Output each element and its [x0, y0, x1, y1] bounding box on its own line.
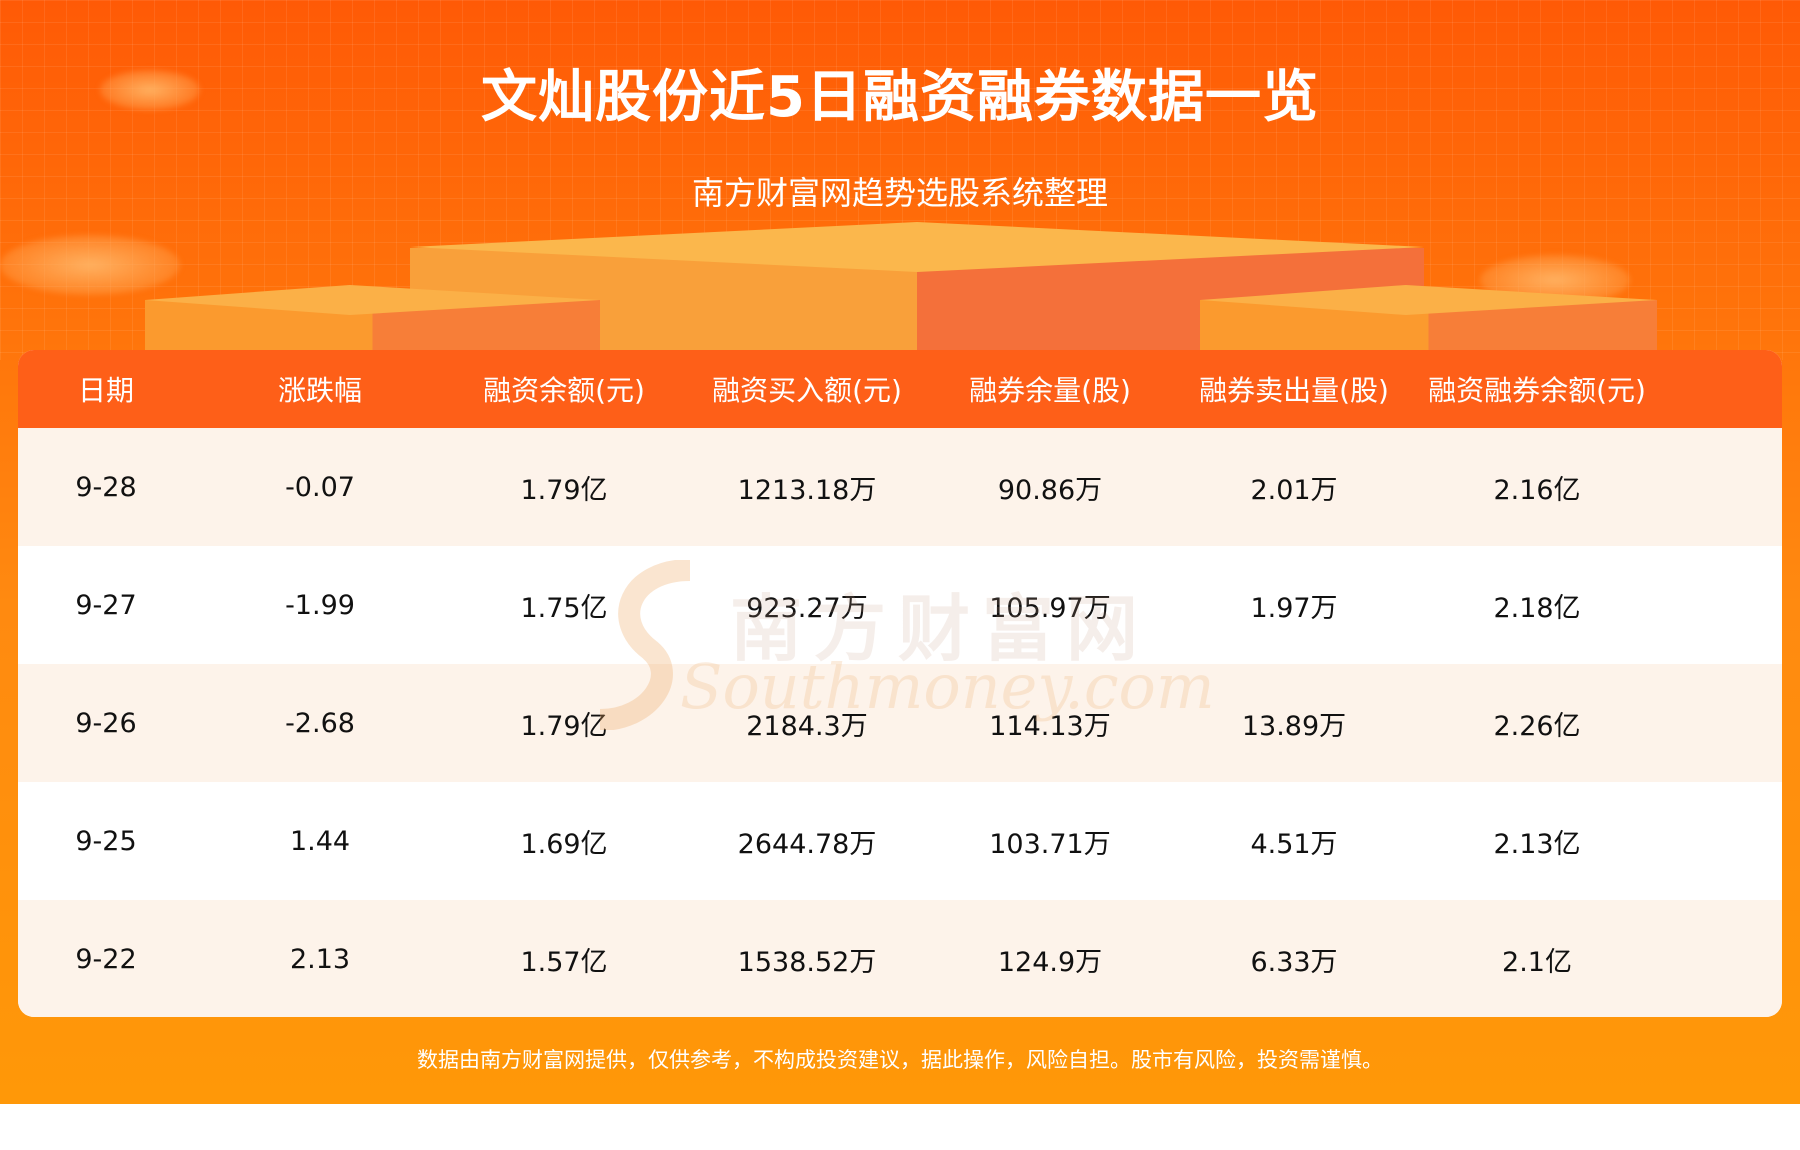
page-subtitle: 南方财富网趋势选股系统整理 — [691, 174, 1108, 212]
table-row: 9-25 1.44 1.69亿 2644.78万 103.71万 4.51万 2.13亿 — [18, 782, 1782, 900]
cell-financing-buy: 1213.18万 — [737, 474, 877, 506]
cell-change: 1.44 — [289, 825, 351, 857]
table-row: 9-28 -0.07 1.79亿 1213.18万 90.86万 2.01万 2.16亿 — [18, 428, 1782, 546]
cell-financing-balance: 1.57亿 — [520, 946, 608, 978]
cell-total-balance: 2.16亿 — [1493, 474, 1581, 506]
cell-financing-balance: 1.79亿 — [520, 710, 608, 742]
page-title: 文灿股份近5日融资融券数据一览 — [481, 65, 1319, 130]
banner: 文灿股份近5日融资融券数据一览 南方财富网趋势选股系统整理 日期 涨跌幅 融资余… — [0, 0, 1800, 1104]
cell-short-sell: 2.01万 — [1250, 474, 1338, 506]
cell-short-balance: 114.13万 — [989, 710, 1111, 742]
coin-decoration — [0, 235, 180, 295]
coin-decoration — [100, 70, 200, 110]
cell-total-balance: 2.1亿 — [1502, 946, 1572, 978]
cell-short-balance: 105.97万 — [989, 592, 1111, 624]
table-row: 9-22 2.13 1.57亿 1538.52万 124.9万 6.33万 2.1亿 — [18, 900, 1782, 1017]
table-header: 日期 涨跌幅 融资余额(元) 融资买入额(元) 融券余量(股) 融券卖出量(股)… — [18, 350, 1782, 428]
cell-date: 9-25 — [75, 825, 137, 857]
column-header-date: 日期 — [77, 374, 135, 407]
cell-short-balance: 124.9万 — [997, 946, 1103, 978]
cell-date: 9-28 — [75, 471, 137, 503]
cell-date: 9-27 — [75, 589, 137, 621]
cell-short-sell: 13.89万 — [1241, 710, 1347, 742]
cell-financing-balance: 1.75亿 — [520, 592, 608, 624]
cell-financing-buy: 1538.52万 — [737, 946, 877, 978]
cell-change: -0.07 — [285, 471, 355, 503]
table-row: 9-26 -2.68 1.79亿 2184.3万 114.13万 13.89万 2.26亿 — [18, 664, 1782, 782]
column-header-change: 涨跌幅 — [277, 374, 363, 407]
cell-short-balance: 90.86万 — [997, 474, 1103, 506]
cell-short-sell: 4.51万 — [1250, 828, 1338, 860]
cell-change: -1.99 — [285, 589, 355, 621]
cell-financing-buy: 2184.3万 — [746, 710, 868, 742]
cell-change: -2.68 — [285, 707, 355, 739]
cell-short-sell: 6.33万 — [1250, 946, 1338, 978]
footer-disclaimer: 数据由南方财富网提供，仅供参考，不构成投资建议，据此操作，风险自担。股市有风险，… — [417, 1048, 1383, 1072]
margin-data-table: 日期 涨跌幅 融资余额(元) 融资买入额(元) 融券余量(股) 融券卖出量(股)… — [18, 350, 1782, 1017]
column-header-financing-buy: 融资买入额(元) — [712, 374, 902, 407]
cell-date: 9-26 — [75, 707, 137, 739]
cell-short-sell: 1.97万 — [1250, 592, 1338, 624]
column-header-short-sell: 融券卖出量(股) — [1199, 374, 1389, 407]
column-header-short-balance: 融券余量(股) — [969, 374, 1131, 407]
cell-total-balance: 2.13亿 — [1493, 828, 1581, 860]
column-header-total-balance: 融资融券余额(元) — [1428, 374, 1646, 407]
cell-total-balance: 2.18亿 — [1493, 592, 1581, 624]
cell-total-balance: 2.26亿 — [1493, 710, 1581, 742]
cell-financing-balance: 1.69亿 — [520, 828, 608, 860]
column-header-financing-balance: 融资余额(元) — [483, 374, 645, 407]
cell-change: 2.13 — [289, 943, 351, 975]
table-row: 9-27 -1.99 1.75亿 923.27万 105.97万 1.97万 2.18亿 — [18, 546, 1782, 664]
cell-financing-balance: 1.79亿 — [520, 474, 608, 506]
cell-date: 9-22 — [75, 943, 137, 975]
cell-financing-buy: 923.27万 — [746, 592, 868, 624]
cell-short-balance: 103.71万 — [989, 828, 1111, 860]
cell-financing-buy: 2644.78万 — [737, 828, 877, 860]
